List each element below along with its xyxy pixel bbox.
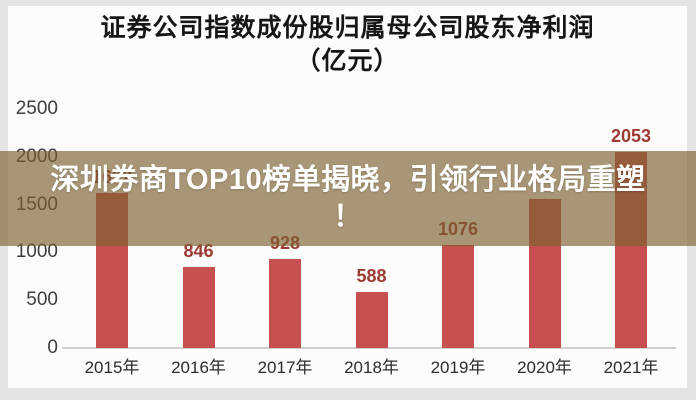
y-axis-tick-label: 0 xyxy=(47,337,58,358)
headline-text-line1: 深圳券商TOP10榜单揭晓，引领行业格局重塑 xyxy=(50,163,646,196)
bar-2019年 xyxy=(442,245,474,348)
bar-value-label: 846 xyxy=(183,241,214,262)
chart-title: 证券公司指数成份股归属母公司股东净利润 （亿元） xyxy=(8,12,687,78)
bar-2017年 xyxy=(269,259,301,348)
x-axis-tick-label: 2020年 xyxy=(517,358,572,377)
bar-value-label: 588 xyxy=(356,265,387,286)
y-axis-tick-label: 1000 xyxy=(15,241,58,263)
x-axis-tick-label: 2019年 xyxy=(430,358,486,377)
chart-title-line2: （亿元） xyxy=(295,47,400,75)
bar-value-label: 2053 xyxy=(610,125,652,146)
x-axis-tick-label: 2016年 xyxy=(171,358,226,377)
chart-title-line1: 证券公司指数成份股归属母公司股东净利润 xyxy=(100,14,595,42)
headline-text-line2: ！ xyxy=(333,200,363,233)
y-axis-tick-label: 500 xyxy=(26,289,58,311)
x-axis-tick-label: 2021年 xyxy=(603,358,659,377)
x-axis-tick-label: 2017年 xyxy=(257,358,313,377)
x-axis-tick-label: 2018年 xyxy=(344,358,399,377)
x-axis-tick-label: 2015年 xyxy=(84,358,140,377)
headline-banner-overlay: 深圳券商TOP10榜单揭晓，引领行业格局重塑 ！ xyxy=(0,151,696,246)
bar-2016年 xyxy=(182,267,215,348)
bar-2018年 xyxy=(355,291,388,348)
y-axis-tick-label: 2500 xyxy=(15,98,58,119)
x-axis-line xyxy=(62,347,676,349)
